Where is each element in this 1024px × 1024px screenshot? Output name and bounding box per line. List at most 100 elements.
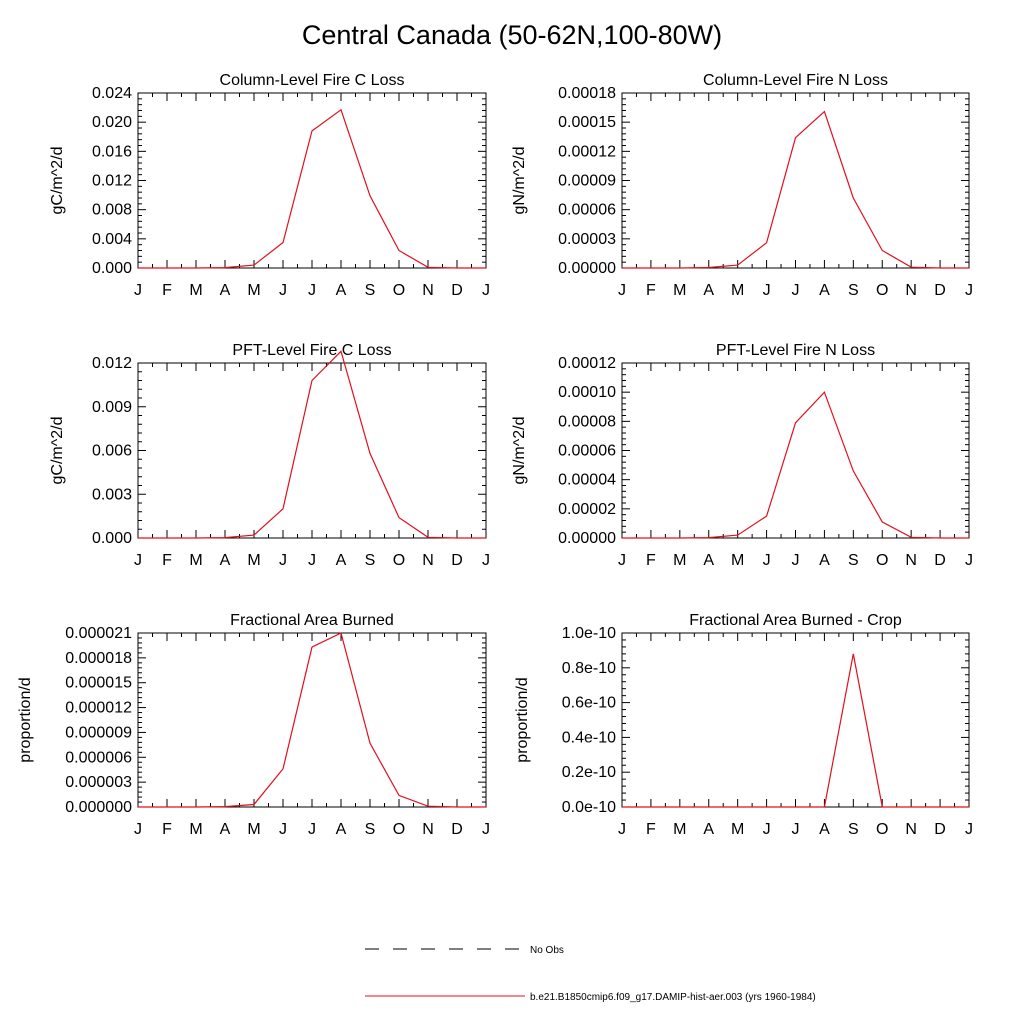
y-tick-label: 1.0e-10 — [562, 625, 616, 642]
y-tick-label: 0.006 — [92, 443, 132, 460]
y-tick-label: 0.000 — [92, 530, 132, 547]
chart-title: Fractional Area Burned — [230, 612, 394, 629]
x-tick-label: S — [848, 282, 859, 299]
y-axis-label: proportion/d — [514, 677, 531, 762]
y-tick-label: 0.012 — [92, 355, 132, 372]
legend-model-label: b.e21.B1850cmip6.f09_g17.DAMIP-hist-aer.… — [530, 992, 816, 1003]
x-tick-label: M — [247, 821, 260, 838]
y-tick-label: 0.00006 — [558, 443, 616, 460]
y-tick-label: 0.00018 — [558, 85, 616, 102]
x-tick-label: A — [703, 282, 714, 299]
y-tick-label: 0.00004 — [558, 472, 616, 489]
series-line-1 — [622, 391, 969, 539]
x-tick-label: M — [731, 821, 744, 838]
x-tick-label: M — [247, 282, 260, 299]
x-tick-label: A — [220, 282, 231, 299]
x-tick-label: A — [819, 552, 830, 569]
x-tick-label: J — [618, 552, 626, 569]
series-line-1 — [622, 653, 969, 808]
x-tick-label: J — [134, 552, 142, 569]
y-tick-label: 0.00000 — [558, 260, 616, 277]
plot-frame — [137, 362, 487, 539]
x-tick-label: F — [162, 282, 172, 299]
y-axis-label: gN/m^2/d — [511, 417, 528, 485]
x-tick-label: N — [905, 821, 917, 838]
y-tick-label: 0.000006 — [65, 749, 132, 766]
x-tick-label: S — [365, 821, 376, 838]
chart-panel-6: Fractional Area Burned - Crop proportion/… — [514, 612, 973, 838]
y-tick-label: 0.000009 — [65, 724, 132, 741]
x-tick-label: F — [646, 552, 656, 569]
y-tick-label: 0.000000 — [65, 799, 132, 816]
plot-frame — [621, 92, 970, 269]
x-tick-label: J — [482, 552, 490, 569]
series-line-1 — [138, 108, 486, 269]
x-tick-label: S — [848, 821, 859, 838]
chart-title: PFT-Level Fire N Loss — [716, 342, 875, 359]
x-tick-label: J — [792, 552, 800, 569]
x-tick-label: J — [482, 821, 490, 838]
x-tick-label: A — [336, 552, 347, 569]
x-tick-label: D — [451, 821, 463, 838]
x-tick-label: M — [673, 552, 686, 569]
x-tick-label: J — [965, 552, 973, 569]
y-tick-label: 0.000 — [92, 260, 132, 277]
y-tick-label: 0.00008 — [558, 413, 616, 430]
x-tick-label: F — [162, 821, 172, 838]
y-axis-label: proportion/d — [17, 677, 34, 762]
series-line-1 — [138, 632, 486, 808]
x-tick-label: S — [848, 552, 859, 569]
x-tick-label: O — [393, 552, 405, 569]
y-tick-label: 0.6e-10 — [562, 695, 616, 712]
x-tick-label: A — [220, 552, 231, 569]
y-tick-label: 0.00012 — [558, 355, 616, 372]
series-line-1 — [138, 350, 486, 539]
x-tick-label: D — [934, 282, 946, 299]
x-tick-label: M — [673, 282, 686, 299]
x-tick-label: J — [308, 821, 316, 838]
y-tick-label: 0.003 — [92, 486, 132, 503]
x-tick-label: O — [876, 552, 888, 569]
y-tick-label: 0.000021 — [65, 625, 132, 642]
y-tick-label: 0.00002 — [558, 501, 616, 518]
y-tick-label: 0.00015 — [558, 114, 616, 131]
y-tick-label: 0.000012 — [65, 700, 132, 717]
x-tick-label: D — [934, 552, 946, 569]
y-tick-label: 0.00012 — [558, 143, 616, 160]
legend: No Obs b.e21.B1850cmip6.f09_g17.DAMIP-hi… — [365, 945, 816, 1003]
x-tick-label: D — [451, 552, 463, 569]
y-tick-label: 0.0e-10 — [562, 799, 616, 816]
x-tick-label: M — [189, 821, 202, 838]
x-tick-label: D — [934, 821, 946, 838]
x-tick-label: J — [618, 821, 626, 838]
y-tick-label: 0.00003 — [558, 231, 616, 248]
legend-no-obs-label: No Obs — [530, 945, 564, 956]
x-tick-label: A — [336, 282, 347, 299]
x-tick-label: J — [279, 821, 287, 838]
y-tick-label: 0.000015 — [65, 675, 132, 692]
y-tick-label: 0.00009 — [558, 173, 616, 190]
x-tick-label: J — [618, 282, 626, 299]
x-tick-label: J — [308, 282, 316, 299]
x-tick-label: M — [731, 552, 744, 569]
x-tick-label: A — [703, 552, 714, 569]
chart-title: Fractional Area Burned - Crop — [689, 612, 902, 629]
x-tick-label: M — [189, 282, 202, 299]
y-tick-label: 0.000003 — [65, 774, 132, 791]
x-tick-label: J — [308, 552, 316, 569]
y-axis-label: gC/m^2/d — [49, 147, 66, 215]
x-tick-label: J — [134, 282, 142, 299]
x-tick-label: O — [876, 821, 888, 838]
y-tick-label: 0.00000 — [558, 530, 616, 547]
x-tick-label: F — [162, 552, 172, 569]
x-tick-label: M — [731, 282, 744, 299]
x-tick-label: M — [247, 552, 260, 569]
x-tick-label: J — [763, 552, 771, 569]
x-tick-label: J — [763, 821, 771, 838]
y-tick-label: 0.016 — [92, 143, 132, 160]
y-tick-label: 0.004 — [92, 231, 132, 248]
x-tick-label: F — [646, 282, 656, 299]
